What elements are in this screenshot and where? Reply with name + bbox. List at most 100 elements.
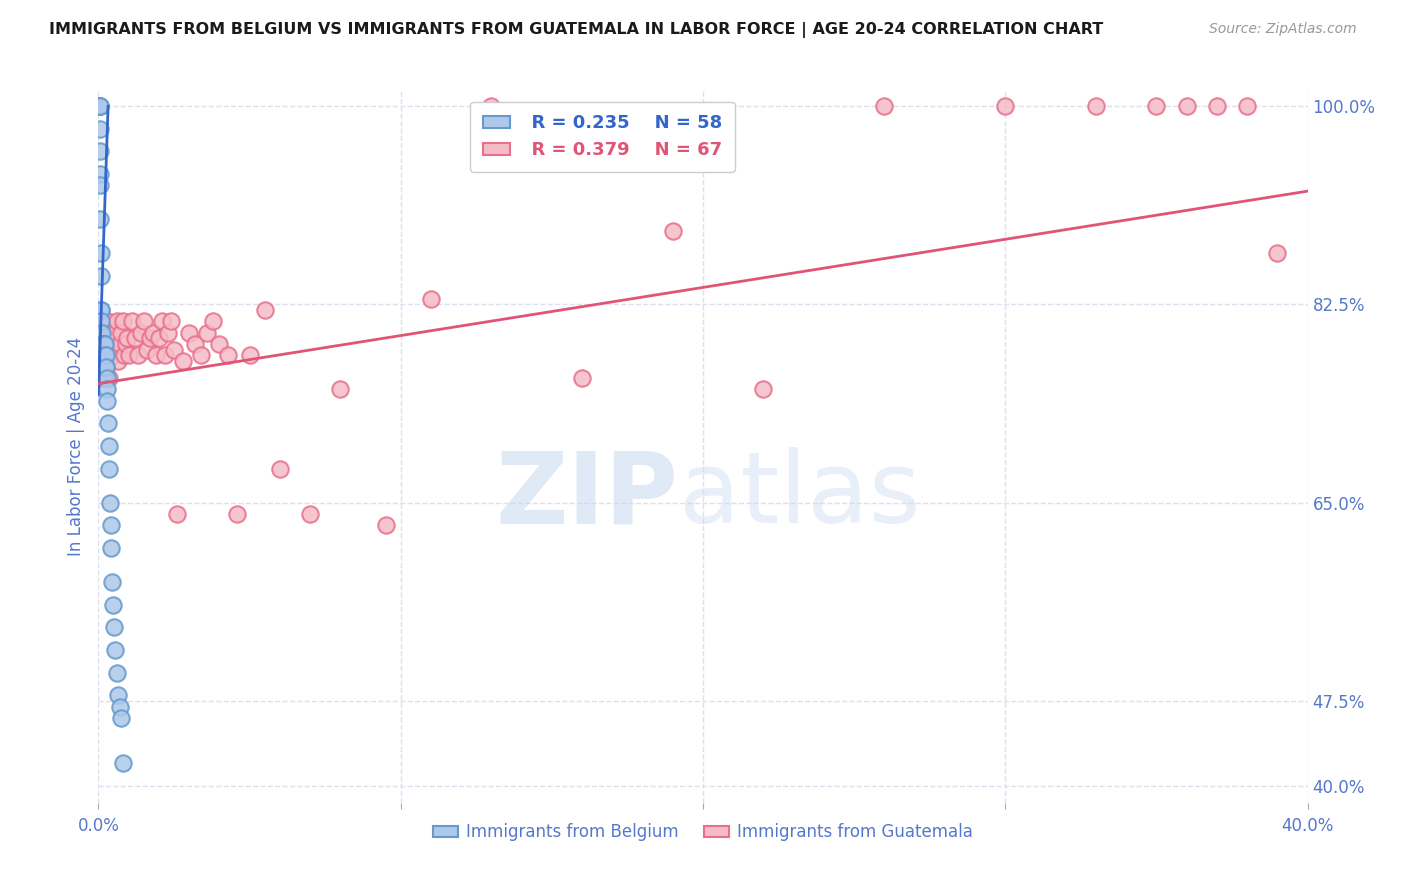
Point	[112, 348, 135, 362]
Point	[150, 314, 173, 328]
Point	[101, 598, 124, 612]
Point	[752, 383, 775, 397]
Point	[91, 348, 114, 362]
Point	[96, 383, 118, 397]
Point	[93, 359, 115, 374]
Point	[93, 337, 115, 351]
Point	[139, 331, 162, 345]
Point	[91, 348, 114, 362]
Text: IMMIGRANTS FROM BELGIUM VS IMMIGRANTS FROM GUATEMALA IN LABOR FORCE | AGE 20-24 : IMMIGRANTS FROM BELGIUM VS IMMIGRANTS FR…	[49, 22, 1104, 38]
Point	[481, 99, 503, 113]
Point	[148, 331, 170, 345]
Point	[91, 337, 114, 351]
Point	[91, 359, 114, 374]
Point	[93, 337, 115, 351]
Point	[184, 337, 207, 351]
Point	[89, 99, 111, 113]
Point	[98, 495, 121, 509]
Point	[96, 348, 118, 362]
Point	[190, 348, 212, 362]
Point	[90, 326, 112, 340]
Point	[661, 224, 683, 238]
Point	[103, 348, 125, 362]
Point	[1175, 99, 1198, 113]
Point	[124, 331, 146, 345]
Y-axis label: In Labor Force | Age 20-24: In Labor Force | Age 20-24	[66, 336, 84, 556]
Point	[105, 665, 128, 680]
Point	[104, 643, 127, 657]
Point	[91, 348, 114, 362]
Point	[90, 269, 112, 284]
Point	[91, 348, 114, 362]
Point	[118, 348, 141, 362]
Point	[111, 756, 134, 771]
Point	[90, 314, 112, 328]
Point	[94, 371, 117, 385]
Point	[1267, 246, 1289, 260]
Point	[129, 326, 152, 340]
Point	[94, 348, 117, 362]
Point	[90, 337, 112, 351]
Point	[89, 212, 111, 227]
Point	[420, 292, 443, 306]
Point	[89, 99, 111, 113]
Point	[91, 337, 114, 351]
Point	[96, 359, 118, 374]
Point	[93, 359, 115, 374]
Point	[96, 314, 118, 328]
Point	[217, 348, 239, 362]
Point	[89, 99, 111, 113]
Point	[153, 348, 176, 362]
Point	[108, 337, 131, 351]
Point	[89, 145, 111, 159]
Point	[239, 348, 262, 362]
Point	[110, 711, 132, 725]
Point	[93, 326, 115, 340]
Point	[114, 337, 136, 351]
Point	[104, 326, 127, 340]
Point	[89, 178, 111, 193]
Point	[105, 314, 128, 328]
Point	[226, 507, 249, 521]
Point	[121, 314, 143, 328]
Text: Source: ZipAtlas.com: Source: ZipAtlas.com	[1209, 22, 1357, 37]
Point	[97, 417, 120, 431]
Point	[135, 343, 157, 357]
Point	[90, 303, 112, 318]
Point	[994, 99, 1017, 113]
Point	[132, 314, 155, 328]
Point	[90, 246, 112, 260]
Point	[1206, 99, 1229, 113]
Point	[91, 359, 114, 374]
Point	[208, 337, 231, 351]
Point	[90, 303, 112, 318]
Point	[89, 99, 111, 113]
Point	[90, 354, 112, 368]
Text: ZIP: ZIP	[496, 448, 679, 544]
Point	[299, 507, 322, 521]
Point	[107, 354, 129, 368]
Point	[142, 326, 165, 340]
Point	[873, 99, 896, 113]
Point	[179, 326, 201, 340]
Point	[89, 99, 111, 113]
Point	[107, 688, 129, 702]
Point	[253, 303, 276, 318]
Point	[96, 393, 118, 408]
Point	[166, 507, 188, 521]
Point	[93, 348, 115, 362]
Point	[115, 331, 138, 345]
Point	[111, 314, 134, 328]
Point	[1085, 99, 1108, 113]
Point	[101, 331, 124, 345]
Point	[96, 371, 118, 385]
Point	[329, 383, 352, 397]
Point	[108, 699, 131, 714]
Point	[269, 461, 291, 475]
Point	[98, 371, 121, 385]
Point	[172, 354, 194, 368]
Point	[91, 371, 114, 385]
Point	[97, 331, 120, 345]
Point	[94, 354, 117, 368]
Point	[93, 337, 115, 351]
